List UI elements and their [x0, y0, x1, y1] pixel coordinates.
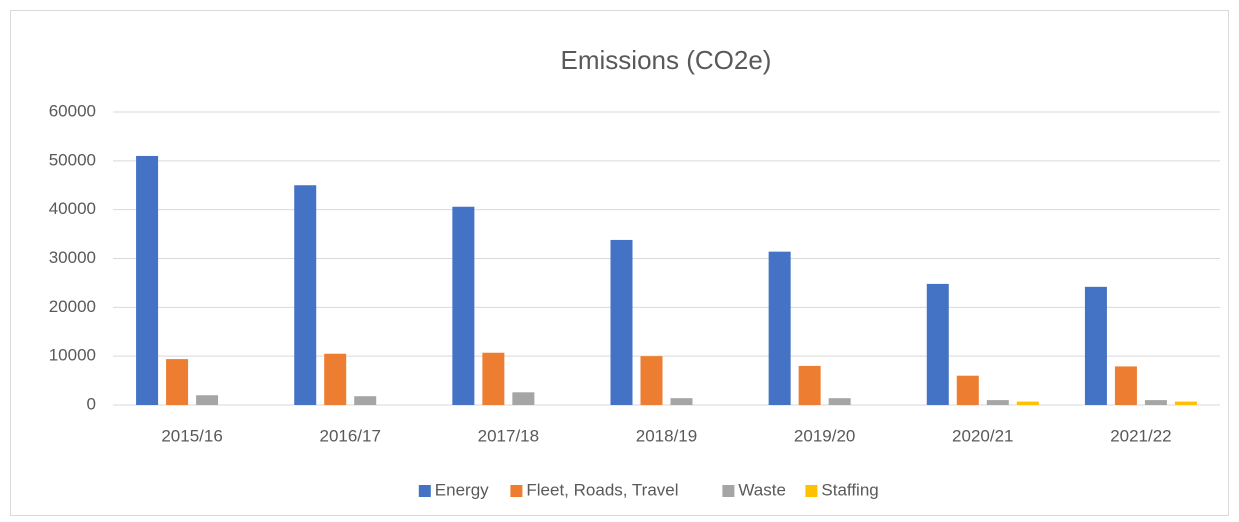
x-tick-label: 2017/18 — [478, 426, 539, 445]
y-tick-label: 50000 — [49, 150, 96, 169]
bar — [798, 365, 821, 405]
bar — [640, 356, 663, 405]
bar — [452, 206, 475, 405]
bar — [828, 398, 851, 405]
y-tick-label: 40000 — [49, 199, 96, 218]
bar — [1016, 401, 1039, 405]
bar — [136, 155, 159, 405]
legend-swatch — [722, 485, 735, 497]
bar — [926, 283, 949, 405]
bar — [768, 251, 791, 405]
y-tick-label: 60000 — [49, 101, 96, 120]
y-tick-label: 30000 — [49, 248, 96, 267]
legend-label: Waste — [738, 480, 786, 499]
bar — [1174, 401, 1197, 405]
x-tick-label: 2020/21 — [952, 426, 1013, 445]
y-tick-label: 10000 — [49, 346, 96, 365]
bar — [986, 400, 1009, 405]
legend-label: Fleet, Roads, Travel — [526, 480, 678, 499]
bar — [1084, 286, 1107, 405]
x-tick-label: 2019/20 — [794, 426, 855, 445]
bar — [166, 359, 189, 405]
bar — [610, 239, 633, 405]
y-tick-label: 20000 — [49, 297, 96, 316]
chart-title: Emissions (CO2e) — [561, 45, 772, 75]
legend-swatch — [418, 485, 431, 497]
legend-swatch — [510, 485, 523, 497]
x-tick-label: 2015/16 — [161, 426, 222, 445]
x-tick-label: 2016/17 — [319, 426, 380, 445]
x-tick-label: 2018/19 — [636, 426, 697, 445]
bar — [294, 185, 317, 405]
bar — [354, 396, 377, 405]
legend-swatch — [805, 485, 818, 497]
bar — [1114, 366, 1137, 405]
bar — [670, 398, 693, 405]
bar — [196, 395, 219, 405]
bar — [324, 353, 347, 405]
y-tick-label: 0 — [87, 394, 96, 413]
bar — [512, 392, 535, 405]
bar — [482, 352, 505, 405]
legend-label: Energy — [435, 480, 489, 499]
x-tick-label: 2021/22 — [1110, 426, 1171, 445]
bar — [956, 375, 979, 405]
bar — [1144, 400, 1167, 405]
legend-label: Staffing — [821, 480, 878, 499]
